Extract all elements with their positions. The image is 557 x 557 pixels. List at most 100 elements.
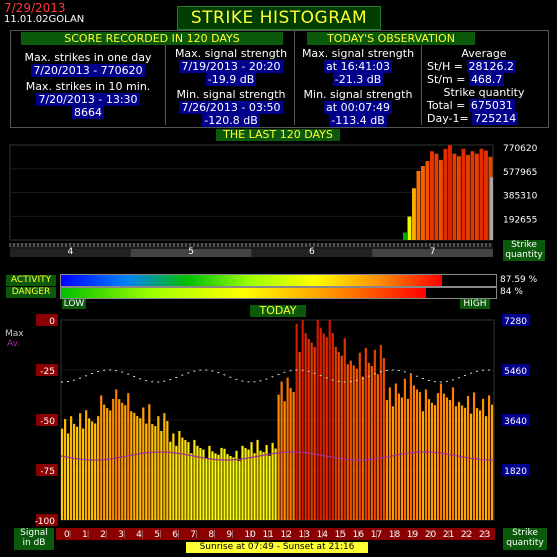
hour-axis — [56, 528, 495, 540]
hour-bar — [73, 423, 76, 520]
month-label: 6 — [309, 247, 315, 257]
hour-bar — [151, 424, 154, 520]
hour-bar — [472, 392, 476, 520]
today-heading: TODAY'S OBSERVATION — [307, 32, 475, 45]
last120-axis-label: Strike quantity — [503, 240, 545, 261]
hour-bar — [271, 442, 274, 520]
hour-bar — [262, 452, 265, 520]
total-value: 675031 — [468, 99, 515, 112]
hour-bar — [184, 440, 187, 520]
danger-label: DANGER — [6, 287, 56, 298]
page-title: STRIKE HISTOGRAM — [177, 6, 381, 30]
hour-bar — [214, 453, 217, 520]
axis-label-line: Strike — [512, 528, 538, 538]
hour-label: 7 — [190, 530, 196, 540]
day-bar — [470, 151, 475, 240]
hour-bar — [175, 445, 178, 520]
day-bar — [434, 153, 439, 240]
day-bar — [403, 232, 407, 240]
hour-bar — [238, 460, 241, 520]
hour-bar — [133, 412, 136, 520]
month-label: 7 — [430, 247, 436, 257]
hour-bar — [268, 455, 271, 520]
month-label: 5 — [188, 247, 194, 257]
hour-bar — [127, 393, 130, 520]
hour-bar — [82, 428, 85, 520]
min-sig-date: 7/26/2013 - 03:50 — [179, 101, 283, 114]
hour-label: 17 — [371, 530, 382, 540]
today-min-sig-time: at 00:07:49 — [324, 101, 392, 114]
hour-bar — [346, 364, 349, 520]
left-tick-label: 0 — [49, 317, 55, 327]
sth-value: 28126.2 — [466, 60, 516, 73]
hour-label: 3 — [118, 530, 124, 540]
right-tick-label: 7280 — [504, 317, 527, 327]
hour-bar — [97, 416, 100, 520]
left-tick-box — [36, 514, 58, 526]
divider — [421, 45, 422, 125]
day-bar — [421, 166, 425, 240]
time-value: 11.01.02 — [4, 14, 49, 25]
hour-label: 21 — [443, 530, 454, 540]
hour-bar — [418, 392, 422, 520]
min-sig-value: -120.8 dB — [202, 114, 260, 127]
month-band — [251, 249, 373, 257]
hour-bar — [451, 387, 455, 520]
today-max-sig-value: -21.3 dB — [332, 73, 384, 86]
today-marker — [490, 177, 493, 240]
left-tick-label: -25 — [40, 367, 55, 377]
hour-bar — [253, 453, 256, 520]
average-line — [60, 451, 494, 461]
hour-bar — [148, 404, 151, 520]
left-tick-label: -100 — [35, 517, 56, 527]
hour-label: 13 — [299, 530, 310, 540]
day-bar — [416, 170, 421, 240]
hour-bar — [463, 407, 467, 520]
max-ten-min-value: 8664 — [72, 106, 104, 119]
hour-bar — [106, 408, 109, 520]
hour-bar — [367, 362, 370, 520]
hour-bar — [64, 419, 67, 520]
station-name: GOLAN — [48, 14, 85, 25]
hour-bar — [79, 413, 82, 520]
last120-title: THE LAST 120 DAYS — [216, 129, 340, 141]
hour-bar — [310, 342, 313, 520]
max-ten-min-label: Max. strikes in 10 min. — [25, 80, 151, 93]
hour-bar — [256, 439, 259, 520]
hour-bar — [361, 376, 364, 520]
hour-bar — [235, 450, 238, 520]
axis-label-line: in dB — [22, 538, 46, 548]
hour-bar — [76, 426, 79, 520]
day1-label: Day-1= — [427, 112, 469, 125]
axis-label-line: quantity — [505, 250, 543, 260]
hour-bar — [241, 445, 244, 520]
today-max-sig-label: Max. signal strength — [301, 47, 415, 60]
last120-chart: 770620 577965 385310 192655 4 5 6 7 — [9, 144, 538, 257]
date-label: 7/29/2013 — [4, 1, 66, 15]
hour-bar — [229, 456, 232, 520]
divider — [165, 45, 166, 125]
left-axis-label: Signal in dB — [14, 528, 54, 550]
hour-bar — [445, 397, 449, 520]
hour-bar — [169, 441, 172, 520]
hour-bar — [331, 333, 334, 520]
hour-bar — [208, 445, 211, 520]
month-label: 4 — [68, 247, 74, 257]
hour-bar — [397, 393, 400, 520]
left-tick-box — [36, 314, 58, 326]
today-col-2: Average St/H = 28126.2 St/m = 468.7 Stri… — [423, 47, 545, 125]
hour-bar — [325, 337, 328, 520]
hour-bar — [349, 360, 352, 520]
right-tick-box — [502, 364, 530, 376]
hour-bar — [154, 426, 157, 520]
score-heading: SCORE RECORDED IN 120 DAYS — [21, 32, 283, 45]
axis-label-line: quantity — [506, 538, 544, 548]
hour-bar — [196, 445, 199, 520]
today-max-sig-time: at 16:41:03 — [324, 60, 392, 73]
hour-bar — [433, 405, 437, 520]
day-bar — [457, 156, 461, 240]
hour-bar — [205, 458, 208, 520]
today-min-sig-value: -113.4 dB — [329, 114, 387, 127]
hour-bar — [160, 430, 163, 520]
